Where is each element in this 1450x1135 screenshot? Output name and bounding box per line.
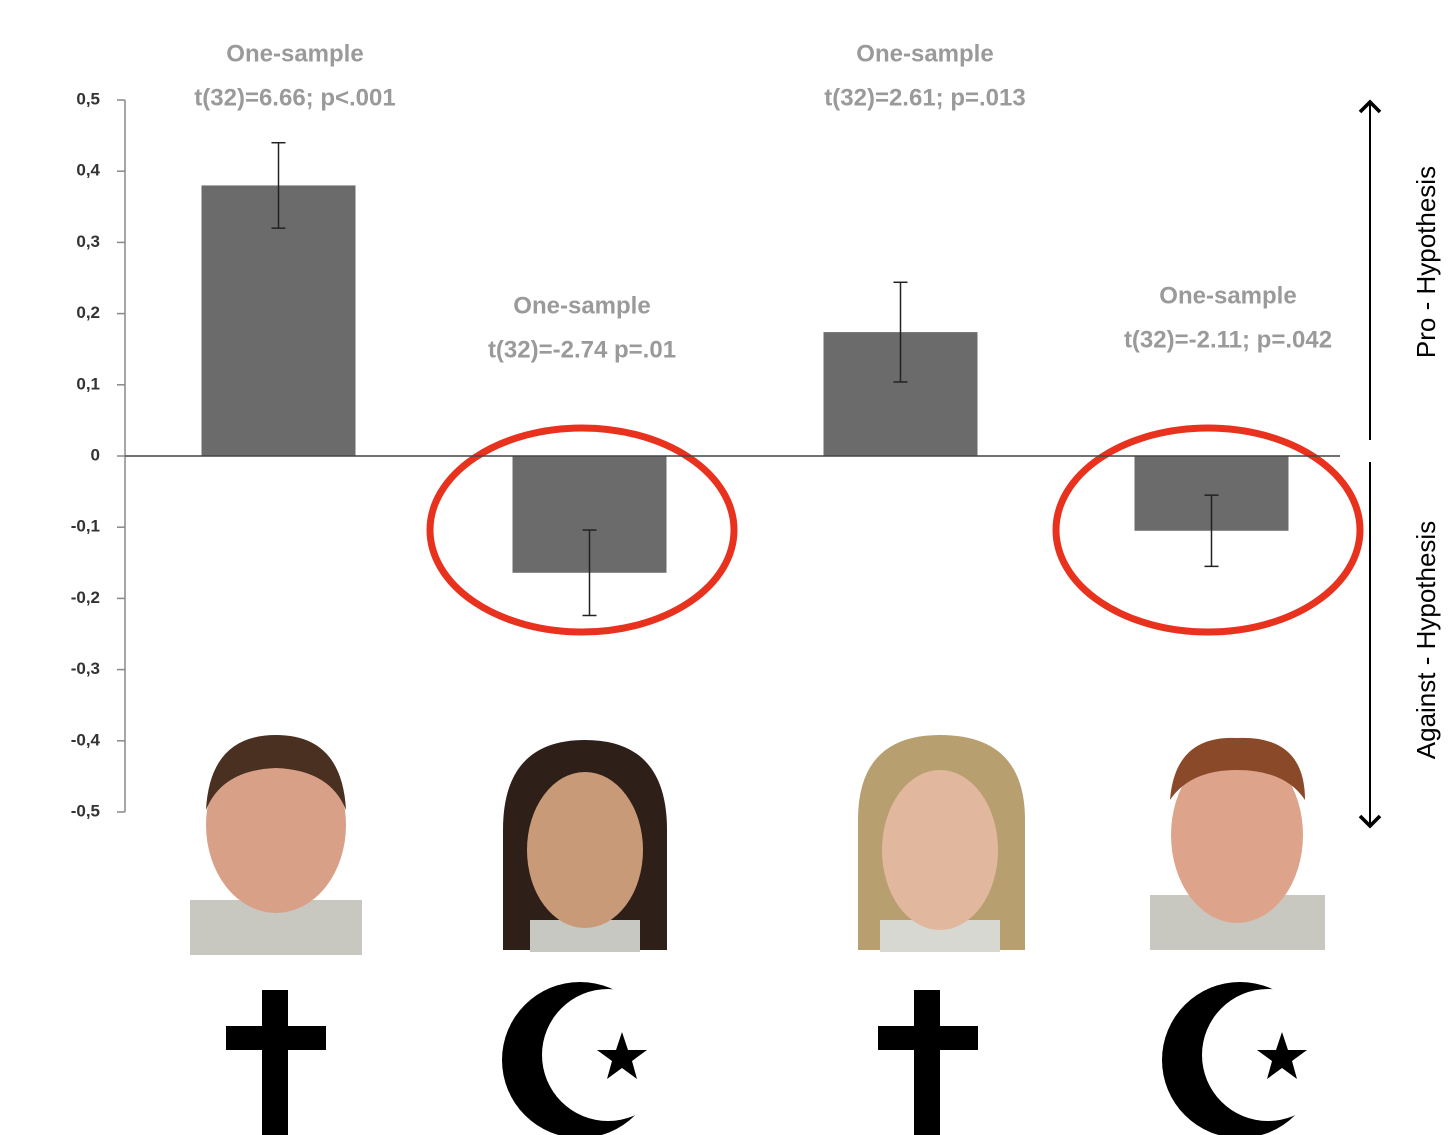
annotation: t(32)=2.61; p=.013 [824, 84, 1025, 111]
side-label: Against - Hypothesis [1411, 521, 1441, 759]
side-label: Pro - Hypothesis [1411, 166, 1441, 358]
face [1150, 738, 1325, 950]
y-tick-label: 0,1 [76, 374, 100, 393]
face [858, 735, 1025, 952]
y-tick-label: -0,2 [71, 588, 100, 607]
y-tick-label: 0,4 [76, 161, 100, 180]
cross-symbol [226, 990, 326, 1135]
annotation: One-sample [1159, 282, 1296, 309]
annotation: One-sample [856, 40, 993, 67]
y-tick-label: -0,3 [71, 659, 100, 678]
y-tick-label: 0 [91, 445, 100, 464]
crescent-symbol [1162, 982, 1334, 1135]
annotation: One-sample [226, 40, 363, 67]
y-tick-label: 0,2 [76, 303, 100, 322]
annotation: t(32)=-2.11; p=.042 [1124, 326, 1332, 353]
y-tick-label: -0,1 [71, 517, 100, 536]
y-tick-label: 0,5 [76, 89, 100, 108]
y-tick-label: -0,4 [71, 730, 101, 749]
annotation: t(32)=6.66; p<.001 [194, 84, 395, 111]
annotation: One-sample [513, 292, 650, 319]
y-tick-label: 0,3 [76, 232, 100, 251]
chart: Pro - Hypothesis Against - Hypothesis 0,… [0, 0, 1450, 1135]
cross-symbol [878, 990, 978, 1135]
face [503, 740, 667, 952]
annotation: t(32)=-2.74 p=.01 [488, 336, 676, 363]
crescent-symbol [502, 982, 674, 1135]
y-tick-label: -0,5 [71, 801, 100, 820]
face [190, 735, 362, 955]
